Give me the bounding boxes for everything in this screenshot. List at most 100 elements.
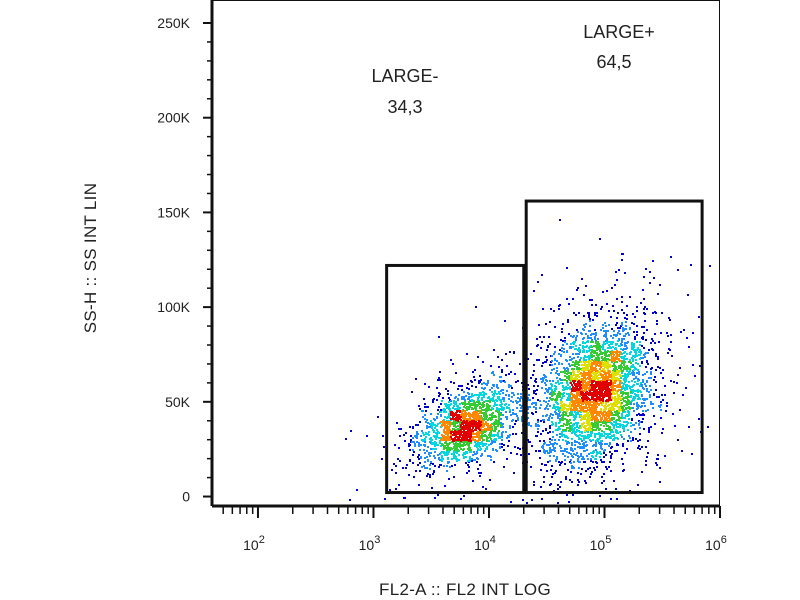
event-dot — [635, 395, 637, 397]
event-dot — [455, 458, 457, 460]
event-dot — [430, 420, 432, 422]
event-dot — [481, 383, 483, 385]
event-dot — [511, 396, 513, 398]
event-dot — [422, 416, 424, 418]
event-dot — [480, 421, 482, 423]
event-dot — [521, 418, 523, 420]
event-dot — [458, 430, 460, 432]
event-dot — [611, 446, 613, 448]
event-dot — [399, 435, 401, 437]
event-dot — [611, 328, 613, 330]
event-dot — [602, 324, 604, 326]
event-dot — [617, 378, 619, 380]
event-dot — [592, 355, 594, 357]
event-dot — [516, 453, 518, 455]
event-dot — [487, 423, 489, 425]
event-dot — [584, 435, 586, 437]
event-dot — [424, 452, 426, 454]
event-dot — [466, 472, 468, 474]
event-dot — [549, 441, 551, 443]
event-dot — [553, 443, 555, 445]
event-dot — [456, 411, 458, 413]
event-dot — [632, 360, 634, 362]
event-dot — [596, 344, 598, 346]
event-dot — [606, 468, 608, 470]
event-dot — [634, 393, 636, 395]
event-dot — [602, 378, 604, 380]
event-dot — [576, 408, 578, 410]
event-dot — [543, 336, 545, 338]
event-dot — [476, 451, 478, 453]
event-dot — [597, 426, 599, 428]
event-dot — [589, 423, 591, 425]
event-dot — [613, 426, 615, 428]
event-dot — [456, 422, 458, 424]
event-dot — [457, 388, 459, 390]
event-dot — [484, 387, 486, 389]
event-dot — [579, 359, 581, 361]
event-dot — [476, 461, 478, 463]
event-dot — [585, 333, 587, 335]
event-dot — [500, 422, 502, 424]
event-dot — [579, 399, 581, 401]
event-dot — [651, 338, 653, 340]
event-dot — [465, 418, 467, 420]
event-dot — [473, 376, 475, 378]
event-dot — [611, 357, 613, 359]
event-dot — [595, 445, 597, 447]
event-dot — [560, 462, 562, 464]
event-dot — [480, 427, 482, 429]
event-dot — [494, 402, 496, 404]
event-dot — [679, 409, 681, 411]
event-dot — [585, 385, 587, 387]
event-dot — [652, 407, 654, 409]
event-dot — [422, 432, 424, 434]
event-dot — [555, 422, 557, 424]
event-dot — [497, 432, 499, 434]
event-dot — [474, 379, 476, 381]
event-dot — [520, 454, 522, 456]
event-dot — [623, 312, 625, 314]
event-dot — [559, 464, 561, 466]
event-dot — [476, 432, 478, 434]
event-dot — [486, 384, 488, 386]
event-dot — [446, 436, 448, 438]
event-dot — [652, 312, 654, 314]
event-dot — [623, 429, 625, 431]
event-dot — [590, 473, 592, 475]
event-dot — [409, 460, 411, 462]
event-dot — [599, 428, 601, 430]
event-dot — [626, 366, 628, 368]
event-dot — [592, 439, 594, 441]
event-dot — [585, 445, 587, 447]
event-dot — [609, 461, 611, 463]
event-dot — [449, 409, 451, 411]
event-dot — [589, 408, 591, 410]
event-dot — [556, 443, 558, 445]
event-dot — [601, 370, 603, 372]
event-dot — [434, 457, 436, 459]
event-dot — [613, 334, 615, 336]
event-dot — [553, 368, 555, 370]
event-dot — [596, 347, 598, 349]
event-dot — [595, 404, 597, 406]
event-dot — [596, 411, 598, 413]
event-dot — [625, 376, 627, 378]
event-dot — [483, 382, 485, 384]
event-dot — [435, 438, 437, 440]
event-dot — [619, 396, 621, 398]
event-dot — [474, 441, 476, 443]
event-dot — [606, 290, 608, 292]
event-dot — [565, 404, 567, 406]
event-dot — [426, 425, 428, 427]
event-dot — [603, 461, 605, 463]
event-dot — [509, 351, 511, 353]
event-dot — [491, 387, 493, 389]
event-dot — [627, 373, 629, 375]
event-dot — [639, 365, 641, 367]
event-dot — [638, 354, 640, 356]
event-dot — [574, 444, 576, 446]
event-dot — [646, 390, 648, 392]
event-dot — [461, 402, 463, 404]
event-dot — [659, 406, 661, 408]
